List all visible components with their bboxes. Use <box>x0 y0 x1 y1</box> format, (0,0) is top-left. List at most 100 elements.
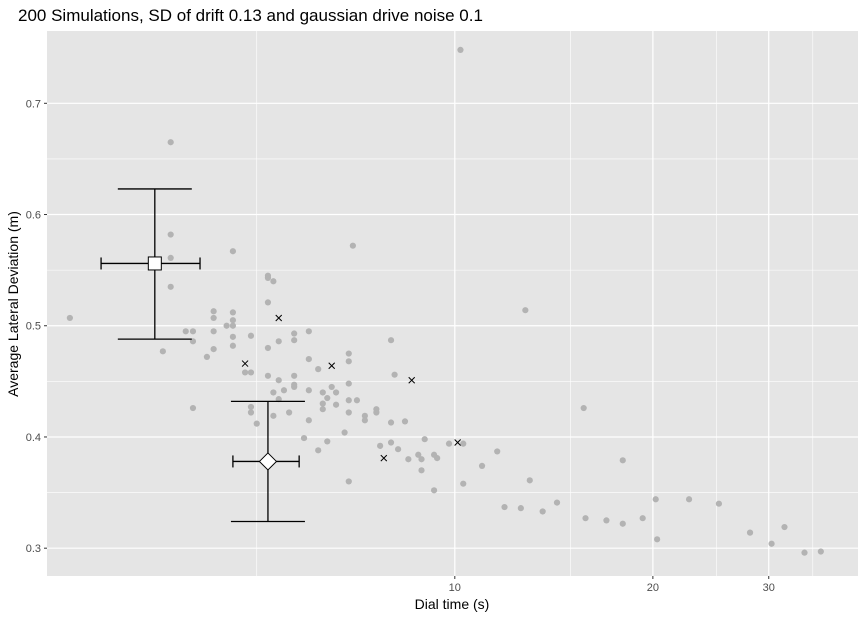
y-tick-label: 0.7 <box>26 98 41 110</box>
data-point <box>685 496 693 503</box>
cross-stroke <box>408 376 416 384</box>
square-marker <box>147 256 162 271</box>
cross-point <box>275 314 283 322</box>
data-point <box>361 417 368 424</box>
data-point <box>189 338 197 345</box>
cross-point <box>328 362 336 370</box>
data-point <box>781 523 788 531</box>
data-point <box>291 372 298 379</box>
y-axis-title: Average Lateral Deviation (m) <box>5 211 21 397</box>
data-point <box>223 322 230 329</box>
data-point <box>619 457 626 464</box>
data-point <box>377 442 384 449</box>
data-point <box>387 419 395 426</box>
data-point <box>210 314 217 322</box>
diamond-marker <box>258 452 278 471</box>
data-point <box>430 487 438 494</box>
data-point <box>373 409 380 416</box>
data-point <box>305 328 312 335</box>
data-point <box>746 529 754 536</box>
data-point <box>349 242 356 249</box>
data-point <box>522 307 529 314</box>
data-point <box>210 346 217 353</box>
data-point <box>270 412 277 419</box>
x-axis-title: Dial time (s) <box>415 596 490 612</box>
data-point <box>619 520 626 527</box>
data-point <box>247 369 255 376</box>
data-point <box>345 358 352 365</box>
cross-point <box>380 454 388 462</box>
data-point <box>460 440 467 447</box>
data-point <box>286 409 293 416</box>
data-point <box>345 397 352 404</box>
data-point <box>305 417 312 424</box>
x-tick-label: 30 <box>763 582 775 594</box>
data-point <box>275 338 282 345</box>
data-point <box>324 438 331 445</box>
data-points <box>66 46 824 556</box>
cross-stroke <box>454 439 462 446</box>
data-point <box>66 314 73 322</box>
data-point <box>275 396 282 403</box>
data-point <box>305 356 312 363</box>
data-point <box>300 434 308 442</box>
y-tick-label: 0.5 <box>26 321 41 333</box>
data-point <box>319 389 326 396</box>
data-point <box>247 409 255 416</box>
data-point <box>715 500 723 507</box>
x-tick-label: 20 <box>647 582 659 594</box>
data-point <box>421 436 428 443</box>
cross-point <box>454 439 462 446</box>
data-point <box>494 448 501 455</box>
data-point <box>159 348 166 355</box>
data-point <box>315 366 322 373</box>
data-point <box>229 322 237 329</box>
data-point <box>291 337 298 344</box>
data-point <box>229 317 237 324</box>
data-point <box>229 309 237 316</box>
data-point <box>445 440 453 447</box>
diamond-summary-marker <box>230 400 305 523</box>
data-point <box>291 330 298 337</box>
chart-title: 200 Simulations, SD of drift 0.13 and ga… <box>18 6 483 25</box>
data-point <box>526 477 533 484</box>
plot-panel <box>47 31 858 576</box>
data-point <box>603 517 610 524</box>
data-point <box>167 139 174 146</box>
data-point <box>553 499 561 506</box>
data-point <box>167 283 174 290</box>
data-point <box>387 439 395 446</box>
data-point <box>328 383 335 391</box>
data-point <box>501 503 508 511</box>
data-point <box>305 387 312 394</box>
summary-markers <box>100 188 305 523</box>
data-point <box>291 383 298 391</box>
data-point <box>639 515 646 522</box>
data-point <box>353 397 361 404</box>
data-point <box>768 540 775 547</box>
y-tick-label: 0.3 <box>26 543 41 555</box>
major-gridlines <box>47 31 858 576</box>
cross-stroke <box>380 454 388 462</box>
axis-ticks: 0.3 0.4 0.5 0.6 0.7 10 20 30 <box>26 98 775 594</box>
data-point <box>341 429 348 436</box>
data-point <box>210 308 217 315</box>
data-point <box>167 254 174 261</box>
data-point <box>434 455 441 462</box>
data-point <box>345 478 352 485</box>
data-point <box>539 508 546 515</box>
data-point <box>319 406 326 413</box>
data-point <box>203 353 211 360</box>
data-point <box>189 328 197 335</box>
minor-gridlines <box>47 31 858 576</box>
data-point <box>361 412 368 419</box>
data-point <box>817 548 824 555</box>
data-point <box>332 389 340 396</box>
cross-point <box>408 376 416 384</box>
data-point <box>394 446 402 453</box>
data-point <box>229 248 237 255</box>
data-point <box>517 505 524 512</box>
data-point <box>189 404 197 412</box>
x-tick-label: 10 <box>449 582 461 594</box>
data-point <box>460 480 467 487</box>
